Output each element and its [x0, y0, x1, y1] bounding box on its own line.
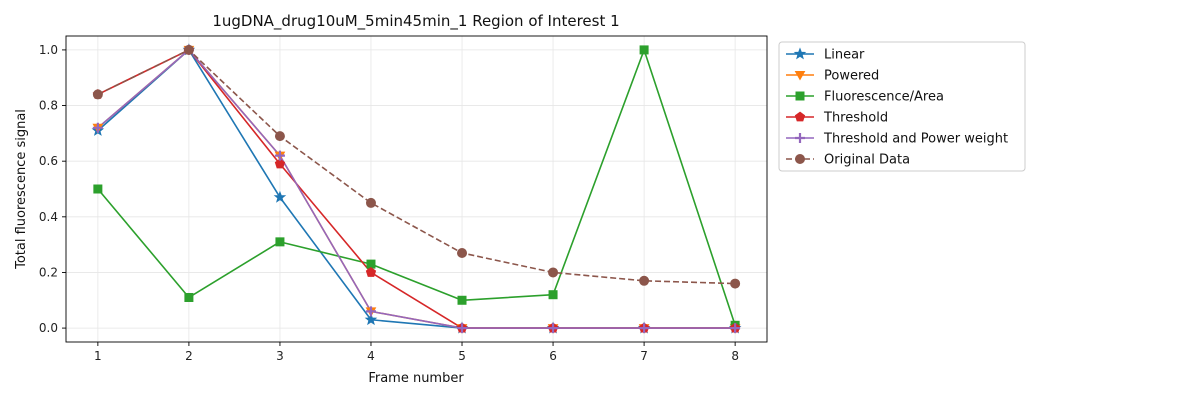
legend-marker — [795, 91, 805, 101]
series-6-point — [92, 89, 103, 100]
series-line-3 — [97, 49, 736, 326]
series-5-point — [274, 150, 285, 161]
grid — [66, 36, 767, 342]
series-3-point — [184, 292, 194, 302]
series-3-point — [275, 237, 285, 247]
series-6-point — [639, 275, 650, 286]
legend: Linear Powered Fluorescence/Area Threshold T… — [778, 41, 1026, 172]
series-3-point — [93, 184, 103, 194]
legend-label: Threshold — [823, 111, 888, 126]
x-tick-label: 6 — [549, 349, 557, 363]
series-6-point — [183, 44, 194, 55]
legend-label: Linear — [824, 48, 865, 63]
plot-frame — [65, 35, 768, 343]
y-tick-label: 0.4 — [39, 210, 58, 224]
series-6-point — [365, 197, 376, 208]
y-tick-label: 0.6 — [39, 154, 58, 168]
plot-area — [66, 36, 767, 342]
series-6-point — [274, 131, 285, 142]
x-axis-label: Frame number — [368, 371, 464, 386]
legend-box — [778, 41, 1026, 172]
legend-marker — [794, 111, 806, 122]
legend-label: Original Data — [824, 153, 910, 168]
legend-marker — [793, 47, 807, 60]
x-tick-label: 5 — [458, 349, 466, 363]
series-6-point — [457, 247, 468, 258]
series-3-point — [639, 45, 649, 55]
series-4-point — [365, 267, 377, 277]
series-line-6 — [97, 49, 736, 285]
x-tick-label: 8 — [731, 349, 739, 363]
series-5-point — [639, 323, 650, 334]
series-3-point — [548, 290, 558, 300]
legend-label: Powered — [824, 69, 879, 84]
y-tick-label: 0.2 — [39, 265, 58, 279]
x-tick-label: 1 — [94, 349, 102, 363]
x-tick-label: 2 — [185, 349, 193, 363]
x-tick-label: 4 — [367, 349, 375, 363]
y-axis-ticks: 0.0 0.2 0.4 0.6 0.8 1.0 — [39, 43, 66, 335]
series-5-point — [365, 306, 376, 317]
x-tick-label: 3 — [276, 349, 284, 363]
chart-title: 1ugDNA_drug10uM_5min45min_1 Region of In… — [212, 12, 619, 31]
x-tick-label: 7 — [640, 349, 648, 363]
series-1-point — [273, 190, 287, 203]
y-tick-label: 0.8 — [39, 99, 58, 113]
series-5-point — [457, 323, 468, 334]
series-4-point — [274, 158, 286, 169]
series-6-point — [548, 267, 559, 278]
legend-label: Fluorescence/Area — [824, 90, 944, 105]
x-axis-ticks: 1 2 3 4 5 6 7 8 — [94, 342, 739, 363]
y-axis-label: Total fluorescence signal — [14, 109, 29, 270]
legend-marker — [795, 133, 805, 143]
series-markers — [91, 43, 742, 334]
legend-label: Threshold and Power weight — [823, 132, 1008, 147]
series-3-point — [457, 295, 467, 305]
series-line-5 — [97, 49, 736, 329]
series-lines — [97, 49, 736, 329]
legend-marker — [795, 154, 805, 164]
series-5-point — [730, 323, 741, 334]
series-5-point — [548, 323, 559, 334]
series-1-point — [364, 313, 378, 326]
y-tick-label: 1.0 — [39, 43, 58, 57]
y-tick-label: 0.0 — [39, 321, 58, 335]
series-3-point — [366, 259, 376, 269]
series-6-point — [730, 278, 741, 289]
series-5-point — [92, 122, 103, 133]
legend-marker — [794, 71, 806, 81]
